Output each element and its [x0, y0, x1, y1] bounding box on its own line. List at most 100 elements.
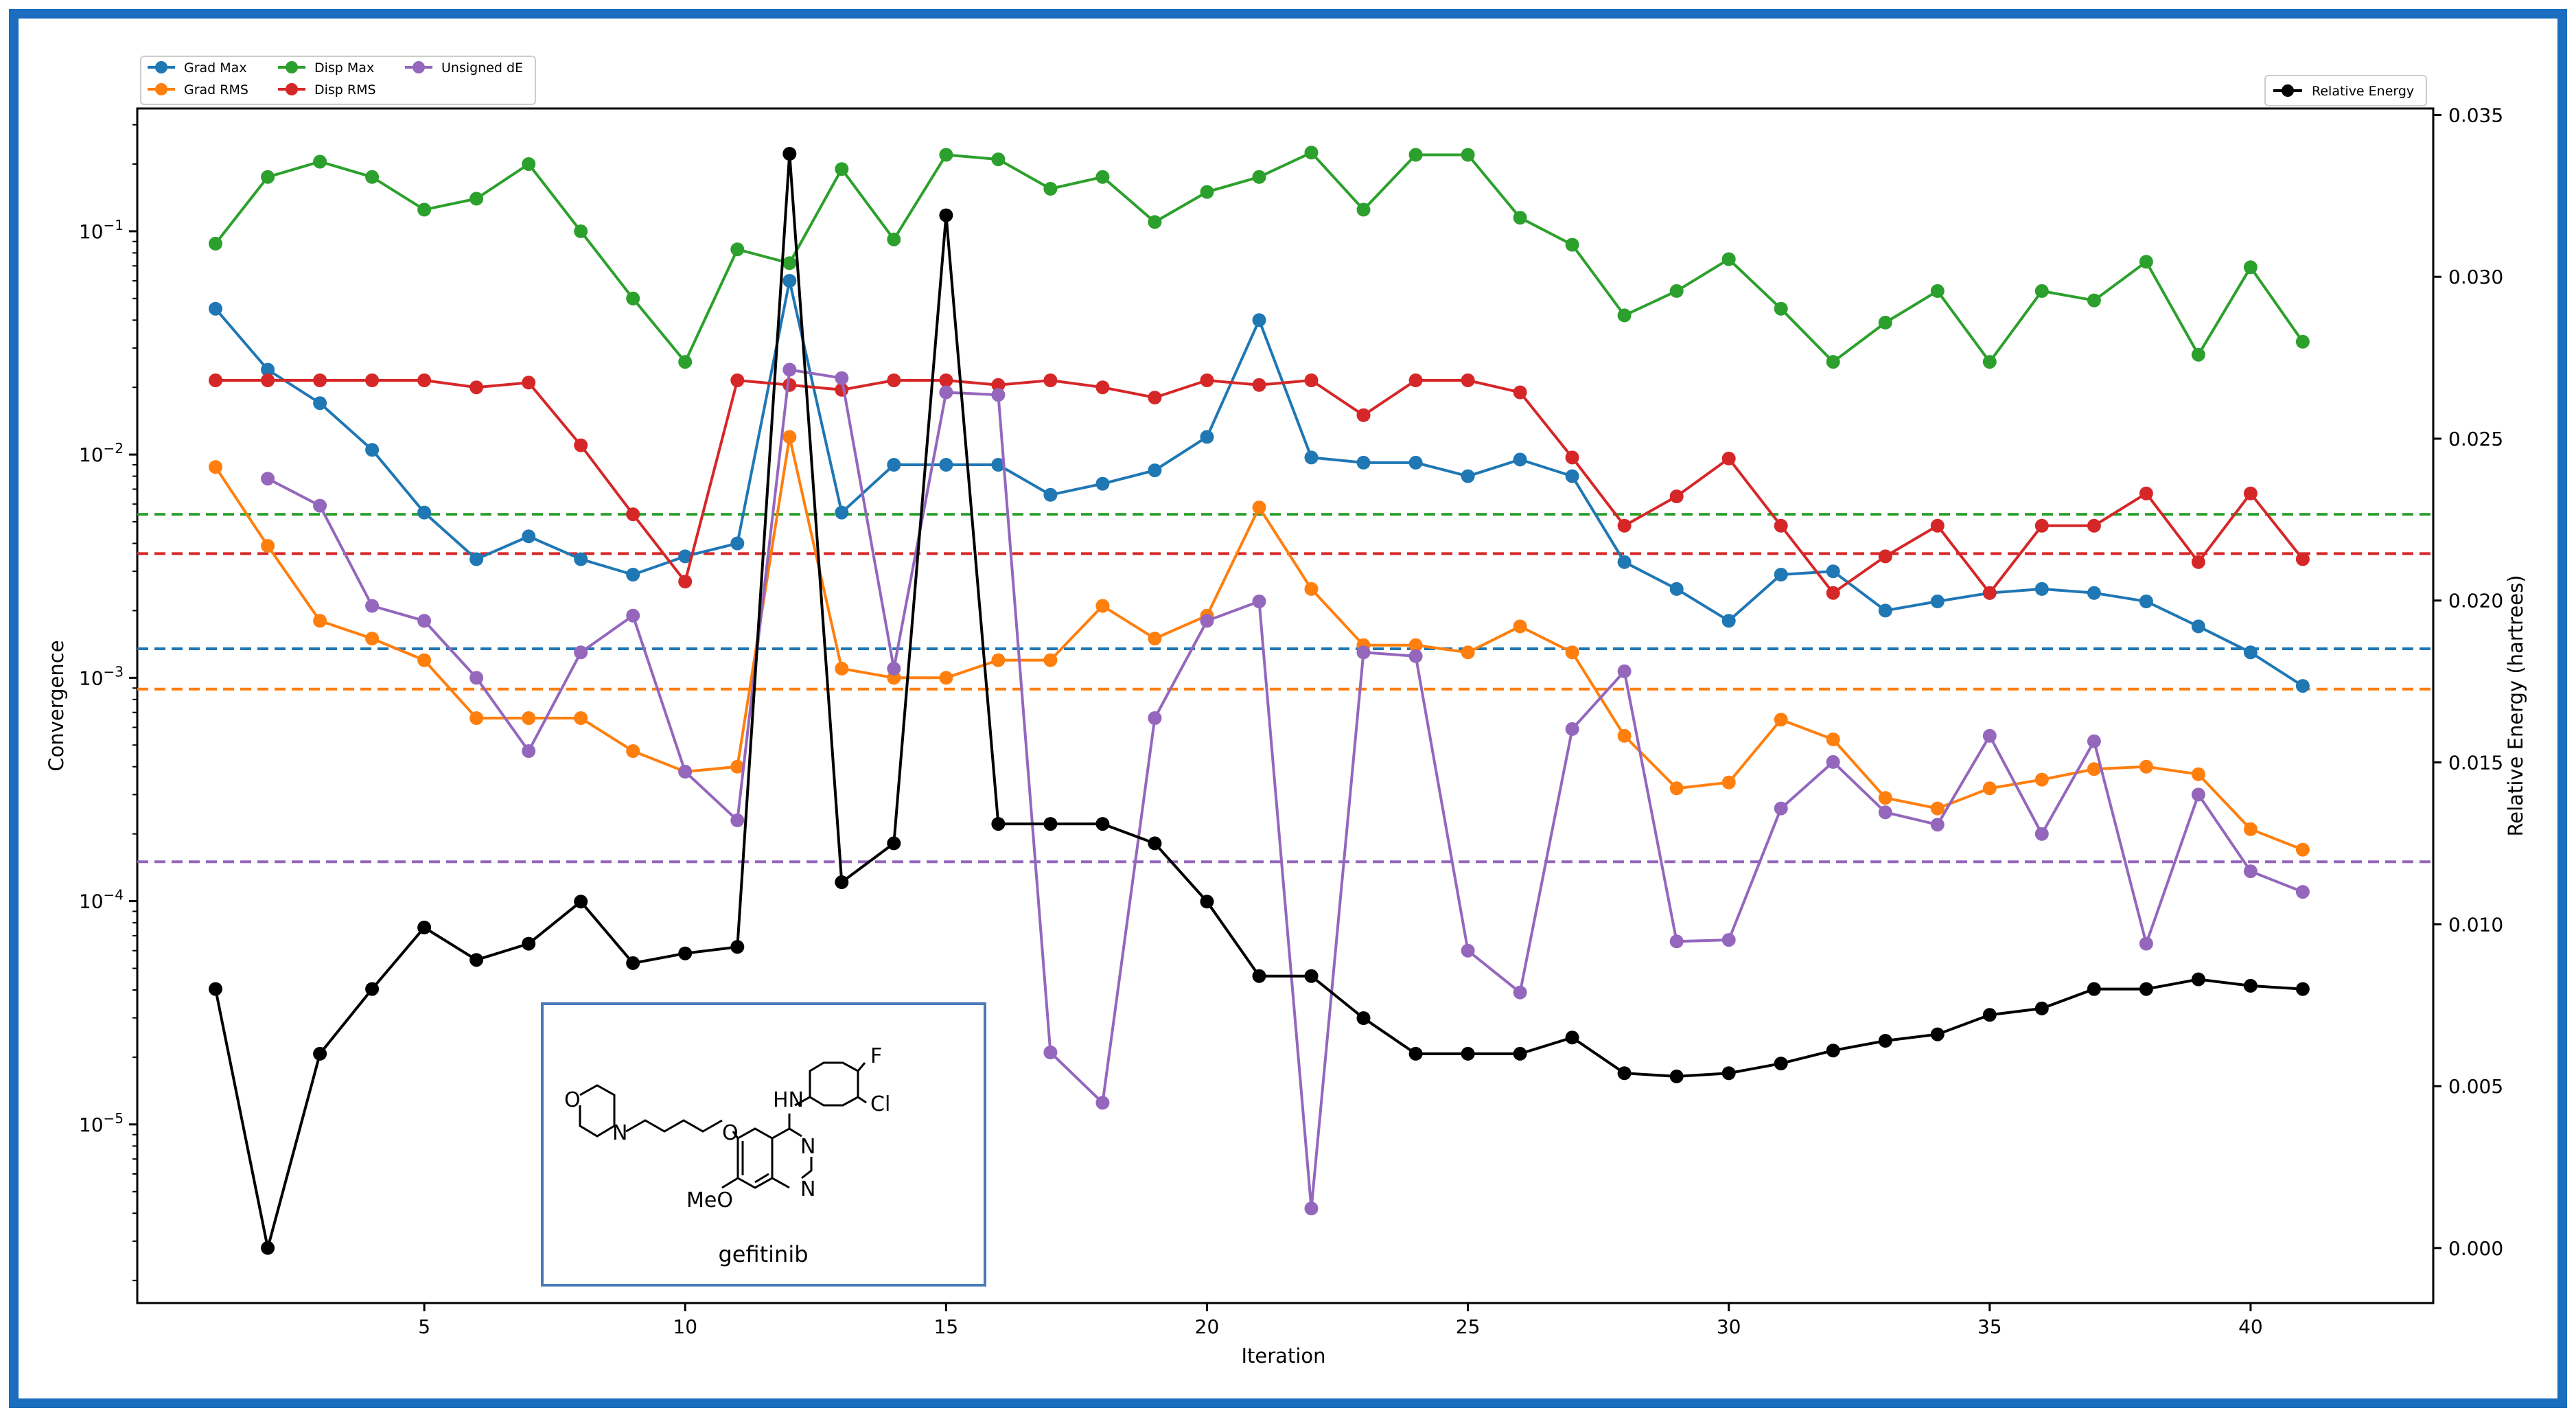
disp-max-point: [1826, 355, 1840, 369]
disp-rms-point: [1826, 586, 1840, 600]
grad-max-point: [365, 443, 380, 457]
grad-max-point: [730, 536, 745, 551]
grad-max-point: [887, 458, 901, 472]
disp-rms-series: [209, 373, 2310, 600]
relative-energy-point: [2034, 1001, 2049, 1015]
relative-energy-point: [835, 875, 849, 889]
unsigned-de-point: [1461, 943, 1475, 958]
disp-rms-point: [939, 373, 953, 387]
y-right-tick-label: 0.000: [2448, 1237, 2503, 1260]
x-tick-label: 25: [1456, 1315, 1481, 1338]
disp-rms-point: [313, 373, 327, 387]
disp-max-point: [1461, 148, 1475, 162]
disp-max-point: [469, 192, 484, 206]
inset-box: [541, 1002, 986, 1287]
grad-max-point: [2139, 595, 2153, 608]
relative-energy-point: [1669, 1069, 1684, 1083]
unsigned-de-point: [1408, 649, 1423, 663]
grad-rms-point: [1304, 581, 1319, 596]
unsigned-de-point: [2139, 936, 2153, 951]
unsigned-de-point: [887, 661, 901, 676]
relative-energy-point: [1878, 1034, 1892, 1048]
molecule-inset: F Cl HN O N O MeO N N gefitinib: [541, 1002, 986, 1287]
grad-rms-point: [1148, 632, 1162, 646]
x-tick-label: 20: [1195, 1315, 1220, 1338]
disp-rms-point: [2034, 518, 2049, 533]
disp-rms-point: [1513, 385, 1527, 400]
grad-max-point: [1721, 614, 1736, 628]
unsigned-de-point: [2034, 827, 2049, 841]
grad-rms-point: [1774, 713, 1788, 727]
unsigned-de-point: [2295, 885, 2310, 899]
disp-max-point: [522, 157, 536, 171]
disp-rms-point: [1669, 489, 1684, 503]
disp-max-point: [1200, 185, 1214, 199]
grad-rms-point: [574, 711, 588, 725]
disp-max-point: [1721, 252, 1736, 266]
y-right-tick-label: 0.025: [2448, 428, 2503, 450]
relative-energy-point: [2139, 982, 2153, 996]
legend-label-grad-max: Grad Max: [184, 60, 247, 76]
disp-max-series: [209, 146, 2310, 369]
y-left-tick-label: 10−5: [79, 1110, 124, 1136]
x-tick-label: 30: [1717, 1315, 1741, 1338]
relative-energy-point: [1461, 1046, 1475, 1061]
grad-rms-point: [1252, 500, 1266, 515]
grad-max-point: [209, 301, 222, 316]
disp-max-point: [835, 162, 849, 176]
grad-max-series: [209, 274, 2310, 693]
x-tick-label: 35: [1977, 1315, 2002, 1338]
grad-max-point: [1513, 452, 1527, 467]
grad-rms-point: [261, 539, 275, 553]
y-right-tick-label: 0.005: [2448, 1075, 2503, 1098]
y-left-tick-label: 10−1: [79, 217, 124, 243]
relative-energy-point: [1565, 1030, 1579, 1045]
unsigned-de-point: [1617, 664, 1632, 678]
disp-rms-point: [1721, 451, 1736, 465]
relative-energy-point: [626, 956, 640, 970]
grad-rms-point: [1408, 638, 1423, 652]
grad-rms-point: [1826, 733, 1840, 746]
disp-max-point: [1878, 315, 1892, 330]
disp-rms-point: [991, 378, 1006, 392]
disp-rms-point: [261, 373, 275, 387]
disp-rms-point: [2087, 518, 2101, 533]
x-tick-label: 10: [673, 1315, 697, 1338]
y-axis-label-left: Convergence: [45, 640, 68, 771]
legend-entry-disp-max: Disp Max: [278, 60, 374, 76]
disp-max-point: [1669, 284, 1684, 298]
disp-max-point: [261, 170, 275, 184]
unsigned-de-point: [1304, 1201, 1319, 1216]
grad-max-point: [313, 396, 327, 411]
relative-energy-point: [365, 982, 380, 996]
grad-rms-point: [1878, 791, 1892, 805]
unsigned-de-point: [991, 388, 1006, 402]
unsigned-de-point: [261, 472, 275, 486]
grad-rms-point: [1461, 645, 1475, 660]
grad-max-point: [1200, 430, 1214, 444]
unsigned-de-point: [1878, 805, 1892, 820]
relative-energy-point: [1200, 895, 1214, 909]
grad-max-point: [1565, 469, 1579, 483]
grad-rms-point: [939, 671, 953, 685]
disp-max-point: [1252, 170, 1266, 184]
unsigned-de-point: [1043, 1046, 1058, 1059]
disp-rms-point: [887, 373, 901, 387]
grad-max-point: [1356, 455, 1371, 470]
disp-max-point: [1408, 148, 1423, 162]
grad-rms-point: [469, 711, 484, 725]
relative-energy-point: [574, 895, 588, 909]
grad-max-point: [2243, 645, 2258, 660]
grad-max-point: [1930, 595, 1945, 608]
relative-energy-point: [522, 936, 536, 951]
disp-rms-point: [365, 373, 380, 387]
relative-energy-series: [209, 147, 2310, 1255]
disp-rms-point: [1148, 391, 1162, 405]
unsigned-de-point: [1513, 985, 1527, 1000]
grad-max-point: [1617, 555, 1632, 569]
grad-max-point: [939, 458, 953, 472]
unsigned-de-line: [267, 368, 2304, 1209]
disp-rms-point: [2295, 552, 2310, 566]
y-left-tick-label: 10−4: [79, 887, 124, 913]
